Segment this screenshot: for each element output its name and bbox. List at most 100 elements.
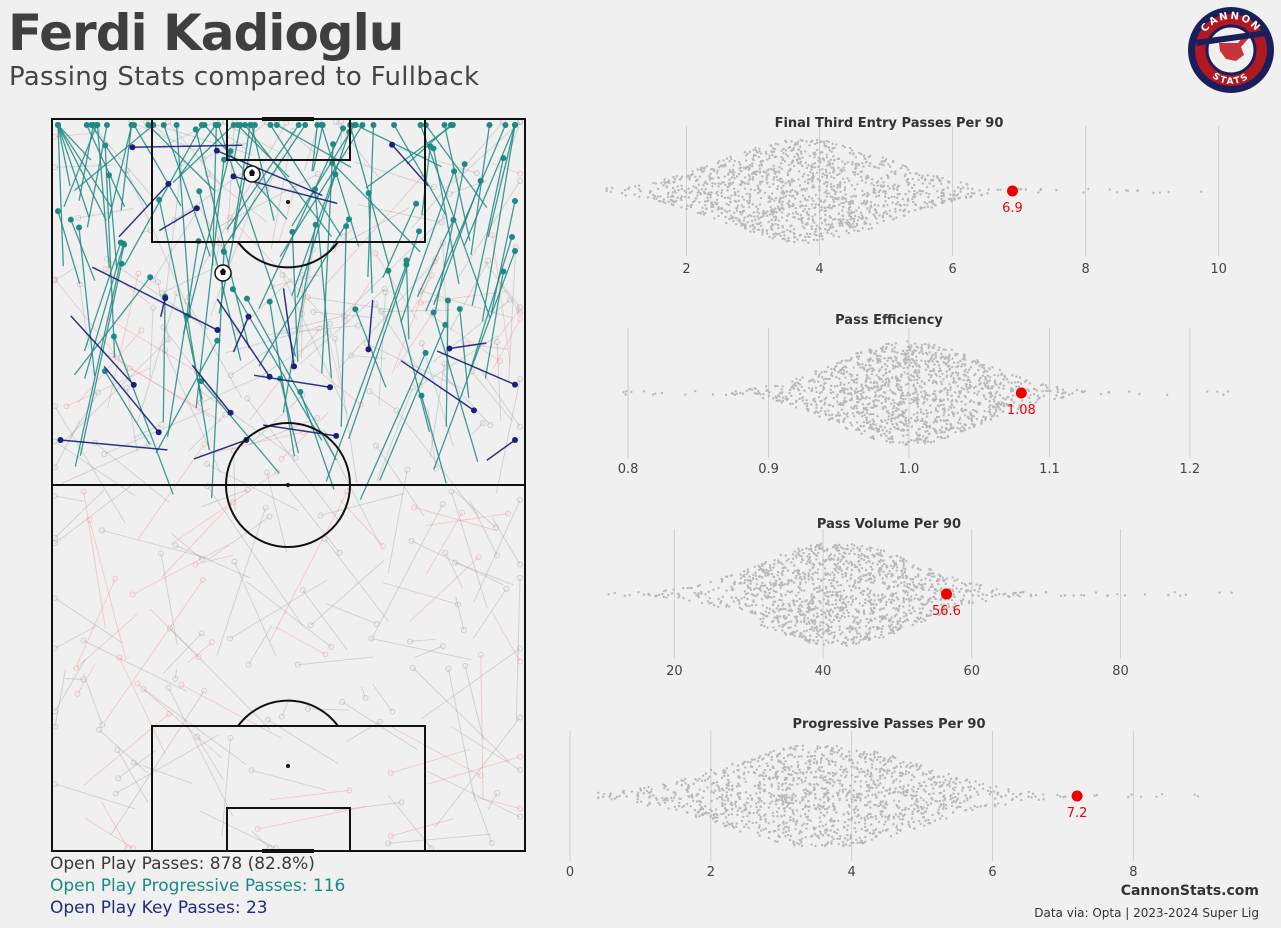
swarm-point [814, 605, 817, 608]
swarm-point [723, 209, 727, 212]
swarm-point [815, 554, 819, 557]
swarm-point [611, 186, 614, 190]
swarm-point [819, 384, 822, 387]
swarm-point [964, 195, 968, 198]
swarm-point [801, 636, 804, 639]
swarm-point [877, 569, 880, 573]
swarm-point [728, 197, 732, 200]
swarm-point [878, 163, 882, 166]
swarm-point [852, 621, 855, 624]
swarm-point [748, 175, 751, 178]
swarm-point [670, 203, 673, 206]
swarm-point [801, 156, 804, 159]
swarm-point [939, 597, 943, 601]
swarm-point [802, 589, 806, 592]
swarm-point [767, 220, 770, 223]
swarm-point [890, 623, 893, 627]
swarm-point [804, 636, 807, 639]
swarm-point [921, 596, 925, 599]
swarm-point [928, 192, 931, 196]
swarm-point [774, 215, 777, 218]
swarm-point [766, 174, 769, 177]
swarm-point [748, 579, 752, 582]
swarm-point [853, 619, 856, 622]
swarm-point [919, 419, 923, 423]
swarm-point [791, 599, 794, 603]
swarm-point [912, 413, 916, 416]
swarm-point [811, 602, 815, 605]
swarm-point [850, 195, 853, 198]
key-pass-end [365, 346, 372, 353]
swarm-point [680, 175, 684, 178]
key-pass-end [291, 363, 298, 370]
swarm-point [943, 588, 947, 591]
swarm-point [898, 379, 902, 382]
beeswarm-chart: 0.8 0.9 1.0 1.1 1.21.08 [618, 328, 1230, 477]
swarm-point [768, 390, 771, 394]
swarm-point [923, 381, 926, 385]
swarm-point [792, 581, 796, 584]
swarm-point [779, 581, 783, 585]
swarm-point [823, 560, 827, 563]
swarm-point [913, 348, 916, 352]
swarm-point [966, 589, 970, 592]
swarm-point [872, 412, 875, 416]
swarm-point [775, 175, 779, 179]
pass-line [515, 578, 521, 722]
swarm-point [806, 199, 809, 202]
swarm-point [845, 560, 848, 563]
swarm-point [825, 156, 829, 159]
swarm-point [738, 606, 742, 609]
swarm-point [912, 351, 915, 354]
swarm-point [946, 388, 950, 392]
swarm-point [942, 201, 945, 204]
swarm-point [988, 400, 991, 403]
swarm-point [795, 159, 799, 162]
swarm-point [721, 165, 724, 168]
swarm-point [1019, 591, 1022, 594]
swarm-point [951, 365, 954, 369]
swarm-point [1099, 392, 1103, 396]
swarm-point [807, 620, 810, 623]
swarm-point [994, 593, 997, 597]
swarm-point [692, 185, 695, 188]
swarm-point [774, 142, 777, 145]
swarm-point [757, 575, 761, 578]
swarm-point [841, 402, 844, 406]
swarm-point [818, 226, 821, 229]
swarm-point [662, 595, 666, 599]
swarm-point [888, 625, 892, 629]
progressive-pass-line [459, 308, 470, 399]
swarm-point [793, 634, 796, 638]
x-tick-label: 1.1 [1039, 462, 1060, 477]
swarm-point [886, 572, 890, 576]
swarm-point [736, 598, 740, 602]
swarm-point [870, 387, 874, 390]
swarm-point [831, 593, 834, 597]
swarm-point [708, 178, 712, 181]
swarm-point [865, 421, 869, 425]
swarm-point [932, 440, 936, 443]
swarm-point [902, 366, 906, 370]
swarm-point [747, 182, 750, 186]
swarm-point [886, 409, 889, 413]
swarm-point [824, 616, 828, 620]
swarm-point [732, 164, 735, 167]
swarm-point [792, 216, 795, 219]
swarm-point [955, 399, 958, 402]
swarm-point [853, 217, 856, 221]
swarm-point [755, 577, 758, 581]
swarm-point [858, 412, 861, 415]
swarm-point [800, 600, 804, 604]
swarm-point [875, 381, 878, 384]
swarm-point [752, 594, 755, 597]
ball-icon [214, 264, 232, 282]
swarm-point [960, 408, 963, 411]
swarm-point [962, 387, 965, 391]
swarm-point [929, 369, 932, 373]
swarm-point [984, 416, 987, 419]
swarm-point [831, 222, 834, 226]
swarm-point [829, 417, 833, 420]
x-tick-label: 0.9 [758, 462, 779, 477]
swarm-point [894, 591, 898, 595]
